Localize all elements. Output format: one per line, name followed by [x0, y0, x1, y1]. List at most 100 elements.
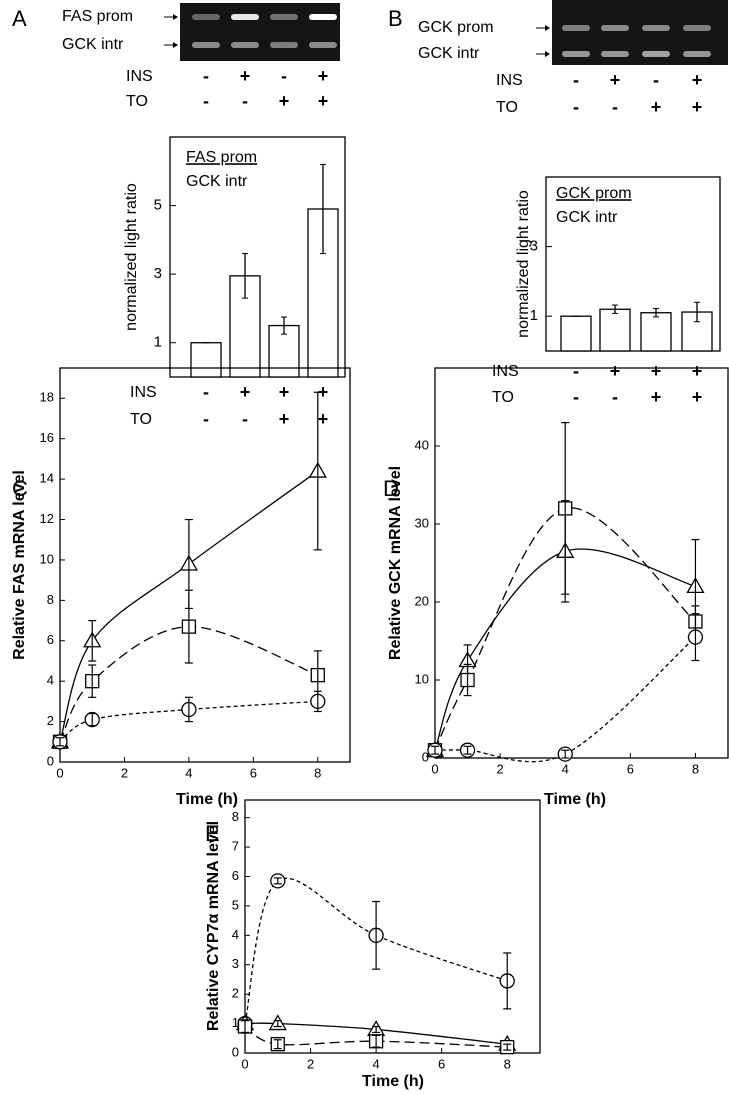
gel-band	[562, 51, 590, 57]
plot-frame	[434, 367, 729, 759]
x-axis-label: Time (h)	[176, 791, 238, 808]
bar	[190, 342, 222, 378]
y-tick-label: 16	[40, 430, 54, 445]
y-tick-label: 6	[47, 632, 54, 647]
x-tick-label: 2	[496, 761, 503, 776]
row-label: TO	[492, 389, 514, 406]
x-axis-label: Time (h)	[544, 791, 606, 808]
y-axis-label: normalized light ratio	[515, 190, 532, 338]
row-mark: +	[279, 409, 290, 429]
row-mark: -	[203, 91, 209, 111]
row-mark: -	[203, 409, 209, 429]
row-mark: +	[318, 66, 329, 86]
row-mark: -	[242, 91, 248, 111]
y-tick-label: 30	[415, 515, 429, 530]
row-mark: -	[573, 70, 579, 90]
y-tick-label: 3	[530, 238, 538, 255]
inset-denominator: GCK intr	[186, 173, 248, 190]
x-tick-label: 6	[438, 1056, 445, 1071]
gel-band	[562, 25, 590, 31]
row-mark: +	[692, 361, 703, 381]
row-label: INS	[492, 363, 519, 380]
gel-band	[601, 25, 629, 31]
row-mark: +	[240, 382, 251, 402]
panel-label: D	[383, 476, 399, 501]
y-tick-label: 0	[232, 1044, 239, 1059]
y-axis-label: Relative GCK mRNA level	[387, 466, 404, 660]
x-tick-label: 0	[56, 765, 63, 780]
y-tick-label: 1	[530, 307, 538, 324]
row-label: TO	[496, 99, 518, 116]
row-mark: -	[573, 387, 579, 407]
row-mark: -	[203, 66, 209, 86]
x-tick-label: 8	[314, 765, 321, 780]
gel-band	[309, 14, 337, 20]
x-tick-label: 0	[241, 1056, 248, 1071]
row-mark: +	[692, 97, 703, 117]
y-axis-label: Relative CYP7α mRNA level	[205, 821, 222, 1031]
bar	[640, 312, 672, 352]
x-tick-label: 4	[562, 761, 569, 776]
y-tick-label: 4	[232, 927, 239, 942]
gel-arrowhead	[173, 42, 178, 48]
x-tick-label: 2	[121, 765, 128, 780]
gel-band	[683, 51, 711, 57]
gel-label: GCK intr	[62, 36, 124, 53]
row-mark: -	[281, 66, 287, 86]
row-mark: +	[279, 382, 290, 402]
gel-band	[192, 42, 220, 48]
row-mark: +	[692, 70, 703, 90]
y-tick-label: 4	[47, 673, 54, 688]
row-label: INS	[130, 384, 157, 401]
series-line	[59, 700, 318, 743]
y-tick-label: 20	[415, 593, 429, 608]
series-line	[434, 548, 696, 751]
bar	[560, 315, 592, 352]
y-tick-label: 7	[232, 839, 239, 854]
row-mark: -	[573, 361, 579, 381]
y-tick-label: 3	[232, 956, 239, 971]
y-tick-label: 0	[47, 753, 54, 768]
gel-band	[642, 51, 670, 57]
gel-band	[192, 14, 220, 20]
row-label: INS	[496, 72, 523, 89]
panel-label: A	[12, 6, 27, 31]
row-mark: -	[573, 97, 579, 117]
gel-label: GCK intr	[418, 45, 480, 62]
row-label: TO	[126, 93, 148, 110]
y-tick-label: 1	[232, 1015, 239, 1030]
x-tick-label: 6	[250, 765, 257, 780]
x-tick-label: 8	[504, 1056, 511, 1071]
row-mark: +	[318, 409, 329, 429]
series-line	[59, 625, 319, 743]
y-tick-label: 18	[40, 390, 54, 405]
gel-label: GCK prom	[418, 19, 494, 36]
x-axis-label: Time (h)	[362, 1073, 424, 1090]
series-line	[59, 470, 319, 742]
panel-label: B	[388, 6, 403, 31]
gel-band	[231, 42, 259, 48]
row-mark: +	[240, 66, 251, 86]
row-mark: -	[242, 409, 248, 429]
x-tick-label: 0	[431, 761, 438, 776]
series-line	[244, 1025, 508, 1048]
y-tick-label: 12	[40, 511, 54, 526]
y-tick-label: 2	[47, 713, 54, 728]
gel-band	[231, 14, 259, 20]
row-mark: +	[318, 91, 329, 111]
y-tick-label: 5	[154, 197, 162, 214]
row-mark: -	[653, 70, 659, 90]
y-tick-label: 6	[232, 868, 239, 883]
x-tick-label: 4	[372, 1056, 379, 1071]
y-tick-label: 14	[40, 471, 54, 486]
x-tick-label: 6	[627, 761, 634, 776]
gel-arrowhead	[545, 25, 550, 31]
x-tick-label: 2	[307, 1056, 314, 1071]
row-mark: +	[692, 387, 703, 407]
row-mark: +	[279, 91, 290, 111]
y-tick-label: 10	[40, 551, 54, 566]
y-tick-label: 1	[154, 334, 162, 351]
plot-frame	[545, 176, 721, 352]
